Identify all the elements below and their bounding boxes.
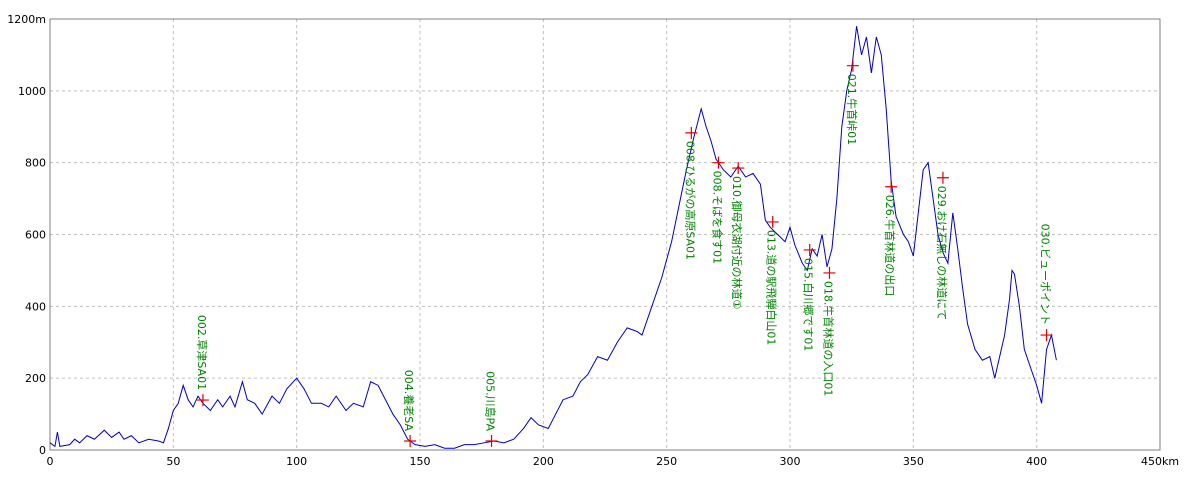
waypoint-label: 004.養老SA — [402, 370, 416, 432]
waypoint-marker — [936, 171, 949, 184]
x-tick-label: 200 — [533, 455, 554, 468]
waypoint-marker — [846, 59, 859, 72]
waypoint-label: 030.ビューポイント — [1039, 224, 1052, 325]
waypoint-marker — [823, 266, 836, 279]
y-tick-label: 800 — [25, 157, 46, 170]
waypoint-marker — [685, 126, 698, 139]
x-tick-label: 400 — [1026, 455, 1047, 468]
waypoint-marker — [196, 394, 209, 407]
waypoint-label: 013.道の駅飛騨白山01 — [765, 230, 779, 346]
x-tick-label: 50 — [166, 455, 180, 468]
waypoint-label: 008.そばを食す01 — [710, 171, 724, 265]
x-tick-label: 350 — [903, 455, 924, 468]
waypoint-label: 015.白川郷です01 — [802, 258, 816, 352]
y-tick-label: 0 — [39, 444, 46, 457]
waypoint-marker — [404, 435, 417, 448]
x-tick-label: 0 — [47, 455, 54, 468]
y-tick-label: 1200m — [7, 13, 46, 26]
x-tick-label: 250 — [656, 455, 677, 468]
y-tick-label: 200 — [25, 372, 46, 385]
waypoint-label: 018.牛首林道の入口01 — [821, 281, 835, 397]
waypoint-marker — [712, 156, 725, 169]
y-tick-label: 1000 — [18, 85, 46, 98]
waypoint-label: 008.ひるがの高原SA01 — [683, 141, 697, 260]
waypoint-marker — [1040, 329, 1053, 342]
x-tick-label: 100 — [286, 455, 307, 468]
waypoint-label: 005.川島PA — [484, 371, 498, 431]
x-tick-label: 150 — [410, 455, 431, 468]
x-tick-label: 300 — [780, 455, 801, 468]
plot-frame — [49, 18, 1161, 451]
waypoint-marker — [766, 215, 779, 228]
elevation-line — [49, 26, 1057, 449]
waypoint-label: 026.牛首林道の出口 — [883, 195, 897, 297]
waypoint-label: 029.おけ石無しの林道にて — [935, 186, 949, 320]
waypoint-marker — [885, 180, 898, 193]
waypoint-label: 010.御母衣湖付近の林道① — [730, 176, 744, 309]
y-tick-label: 600 — [25, 229, 46, 242]
waypoint-marker — [732, 162, 745, 175]
x-tick-label: 450km — [1141, 455, 1179, 468]
waypoint-marker — [485, 435, 498, 448]
waypoint-marker — [803, 243, 816, 256]
waypoint-label: 002.草津SA01 — [195, 315, 208, 390]
waypoint-label: 021.牛首峠01 — [845, 74, 859, 146]
y-tick-label: 400 — [25, 300, 46, 313]
